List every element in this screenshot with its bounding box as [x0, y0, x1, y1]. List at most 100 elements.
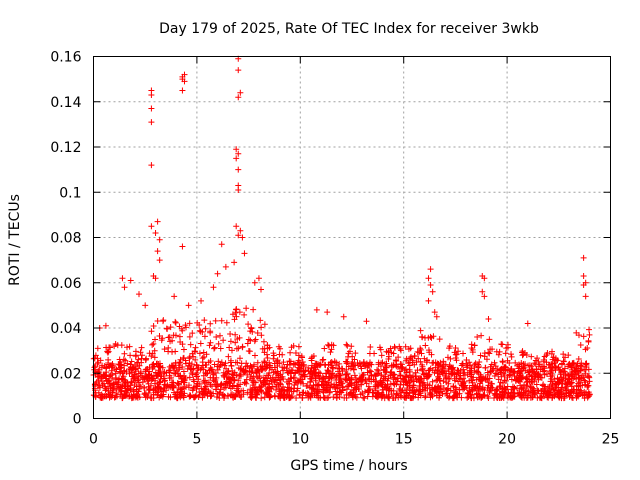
data-point	[524, 378, 531, 385]
data-point	[529, 366, 536, 373]
data-point	[313, 360, 320, 367]
data-point	[525, 369, 532, 376]
data-point	[131, 372, 138, 379]
data-point	[245, 347, 252, 354]
data-point	[452, 377, 459, 384]
data-point	[151, 354, 158, 361]
data-point	[410, 382, 417, 389]
data-point	[498, 373, 505, 380]
data-point	[491, 390, 498, 397]
data-point	[440, 358, 447, 365]
data-point	[207, 320, 214, 327]
data-point	[122, 357, 129, 364]
data-point	[239, 234, 246, 241]
data-point	[492, 370, 499, 377]
data-point	[128, 358, 135, 365]
data-point	[352, 393, 359, 400]
data-point	[251, 352, 258, 359]
data-point	[398, 378, 405, 385]
data-point	[537, 393, 544, 400]
data-point	[130, 364, 137, 371]
data-point	[508, 376, 515, 383]
data-point	[117, 369, 124, 376]
data-point	[528, 373, 535, 380]
data-point	[231, 377, 238, 384]
data-point	[356, 360, 363, 367]
data-point	[235, 383, 242, 390]
data-point	[280, 367, 287, 374]
data-point	[127, 352, 134, 359]
data-point	[585, 391, 592, 398]
data-point	[586, 331, 593, 338]
data-point	[578, 389, 585, 396]
data-point	[192, 344, 199, 351]
data-point	[360, 361, 367, 368]
data-point	[138, 355, 145, 362]
data-point	[437, 377, 444, 384]
data-point	[154, 391, 161, 398]
data-point	[580, 333, 587, 340]
data-point	[561, 394, 568, 401]
data-point	[262, 381, 269, 388]
data-point	[451, 393, 458, 400]
data-point	[538, 394, 545, 401]
data-point	[388, 362, 395, 369]
data-point	[548, 375, 555, 382]
data-point	[120, 376, 127, 383]
data-point	[217, 362, 224, 369]
data-point	[121, 367, 128, 374]
data-point	[534, 387, 541, 394]
data-point	[506, 372, 513, 379]
data-point	[251, 279, 258, 286]
data-point	[476, 383, 483, 390]
data-point	[436, 336, 443, 343]
data-point	[511, 390, 518, 397]
data-point	[523, 379, 530, 386]
data-point	[577, 362, 584, 369]
data-point	[499, 341, 506, 348]
data-point	[472, 385, 479, 392]
data-point	[439, 363, 446, 370]
data-point	[548, 350, 555, 357]
data-point	[196, 327, 203, 334]
data-point	[428, 334, 435, 341]
data-point	[460, 386, 467, 393]
data-point	[256, 383, 263, 390]
data-point	[241, 369, 248, 376]
y-tick-label: 0.16	[50, 50, 81, 66]
data-point	[427, 365, 434, 372]
data-point	[501, 384, 508, 391]
data-point	[403, 379, 410, 386]
data-point	[186, 359, 193, 366]
data-point	[473, 391, 480, 398]
data-point	[264, 355, 271, 362]
data-point	[97, 357, 104, 364]
data-point	[419, 386, 426, 393]
data-point	[296, 359, 303, 366]
data-point	[511, 384, 518, 391]
data-point	[298, 353, 305, 360]
data-point	[454, 367, 461, 374]
data-point	[157, 364, 164, 371]
data-point	[121, 284, 128, 291]
data-point	[137, 368, 144, 375]
data-point	[247, 394, 254, 401]
data-point	[230, 394, 237, 401]
data-point	[290, 360, 297, 367]
data-point	[104, 349, 111, 356]
data-point	[228, 362, 235, 369]
data-point	[201, 333, 208, 340]
data-point	[290, 342, 297, 349]
data-point	[560, 358, 567, 365]
data-point	[290, 385, 297, 392]
data-point	[321, 345, 328, 352]
data-point	[137, 383, 144, 390]
data-point	[434, 366, 441, 373]
data-point	[305, 368, 312, 375]
data-point	[222, 360, 229, 367]
data-point	[165, 344, 172, 351]
data-point	[91, 364, 98, 371]
data-point	[502, 350, 509, 357]
data-point	[257, 317, 264, 324]
data-point	[237, 227, 244, 234]
